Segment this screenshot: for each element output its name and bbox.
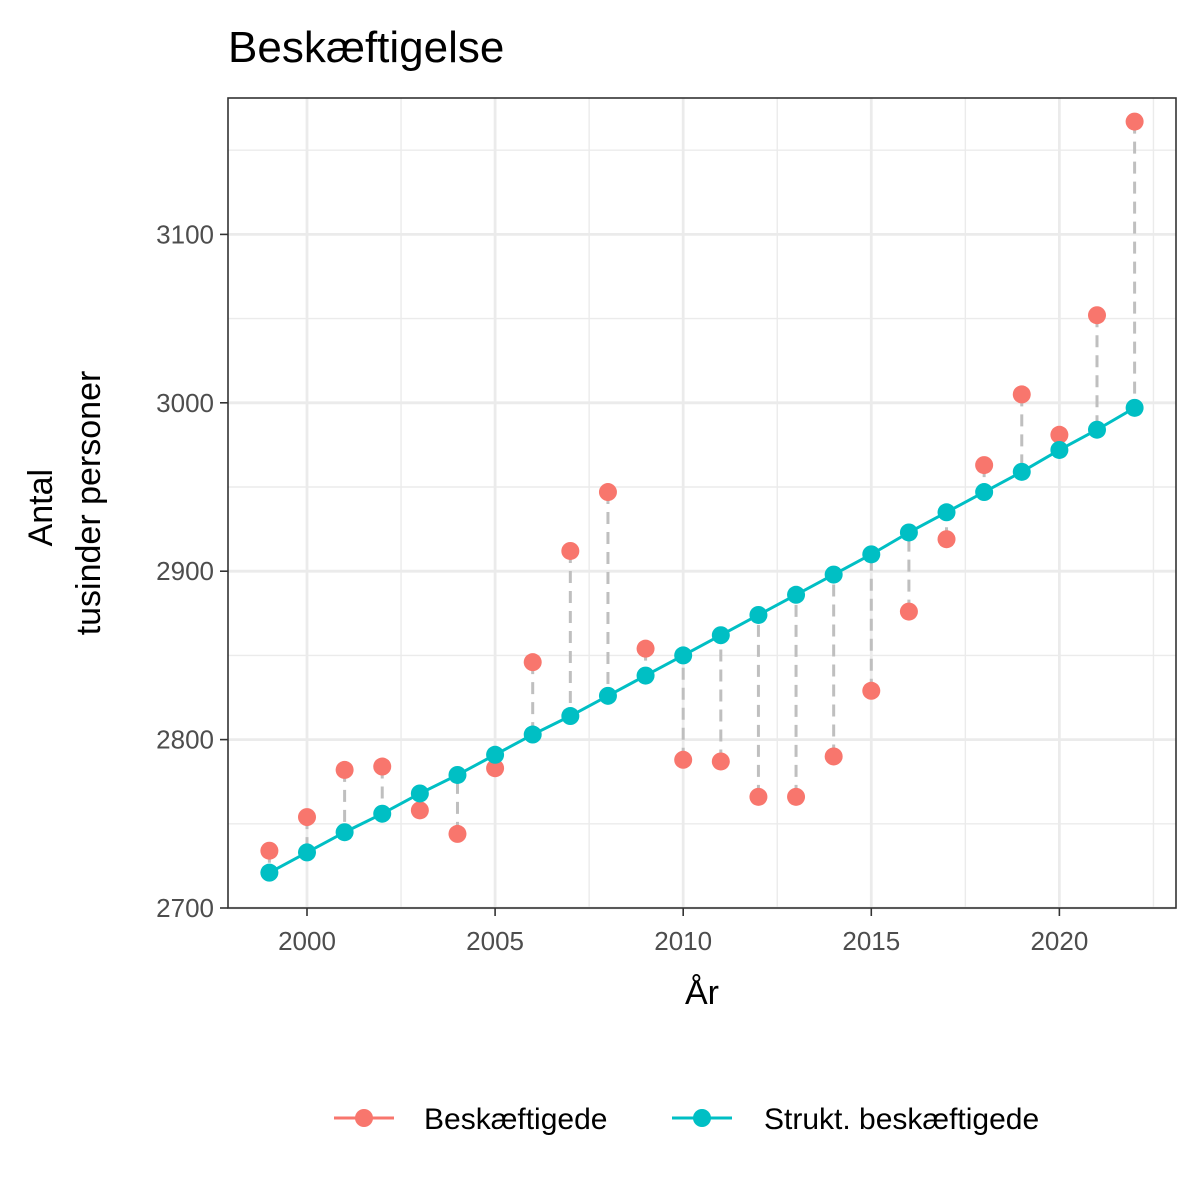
data-point <box>1125 398 1144 417</box>
chart-title: Beskæftigelse <box>228 23 504 72</box>
data-point <box>711 626 730 645</box>
data-point <box>975 483 994 502</box>
data-point <box>561 707 580 726</box>
series-layer <box>260 112 1144 882</box>
data-point <box>260 841 279 860</box>
data-point <box>598 483 617 502</box>
data-point <box>862 545 881 564</box>
y-tick-label: 2800 <box>156 725 214 755</box>
data-point <box>1088 420 1106 439</box>
data-point <box>373 757 392 776</box>
x-tick-label: 2000 <box>278 926 336 956</box>
legend: Beskæftigede Strukt. beskæftigede <box>334 1103 1039 1136</box>
data-point <box>523 653 542 672</box>
series-1 <box>260 112 1144 860</box>
x-tick-label: 2015 <box>842 926 900 956</box>
data-point <box>1050 440 1069 459</box>
y-tick-label: 3000 <box>156 388 214 418</box>
data-point <box>749 787 768 806</box>
gap-lines <box>267 121 1137 873</box>
data-point <box>561 541 580 560</box>
data-point <box>298 843 316 862</box>
data-point <box>824 747 843 766</box>
data-point <box>486 745 505 764</box>
data-point <box>523 725 542 744</box>
data-point <box>335 760 354 779</box>
y-axis-title-line-1: Antal <box>22 469 60 547</box>
legend-item-2: Strukt. beskæftigede <box>672 1103 1039 1136</box>
y-axis-title: Antal tusinder personer <box>22 371 108 636</box>
x-axis: 2000 2005 2010 2015 2020 <box>278 908 1088 956</box>
data-point <box>937 530 956 549</box>
x-tick-label: 2005 <box>466 926 524 956</box>
legend-label: Beskæftigede <box>424 1103 607 1136</box>
legend-key-point <box>693 1109 711 1127</box>
plot-border <box>227 97 1177 909</box>
data-point <box>1050 425 1069 444</box>
data-point <box>862 681 881 700</box>
data-point <box>975 456 994 475</box>
data-point <box>899 523 918 542</box>
y-tick-label: 3100 <box>156 219 214 249</box>
data-point <box>711 752 730 771</box>
data-point <box>1012 385 1031 404</box>
data-point <box>260 863 279 882</box>
data-point <box>674 646 693 665</box>
data-point <box>636 639 655 658</box>
x-axis-title: År <box>685 974 719 1012</box>
data-point <box>598 686 617 705</box>
data-point <box>674 750 693 769</box>
data-point <box>787 585 806 604</box>
data-point <box>410 784 429 803</box>
data-point <box>824 565 843 584</box>
data-point <box>298 808 316 827</box>
data-point <box>787 787 806 806</box>
data-point <box>636 666 655 685</box>
data-point <box>749 605 768 624</box>
legend-item-1: Beskæftigede <box>334 1103 607 1136</box>
grid <box>228 98 1176 910</box>
data-point <box>373 804 392 823</box>
data-point <box>410 801 429 820</box>
data-point <box>335 823 354 842</box>
data-point <box>1088 306 1106 325</box>
x-tick-label: 2020 <box>1030 926 1088 956</box>
data-point <box>1125 112 1144 131</box>
data-point <box>448 824 467 843</box>
y-axis-title-line-2: tusinder personer <box>70 371 108 636</box>
data-point <box>448 765 467 784</box>
y-axis: 2700 2800 2900 3000 3100 <box>156 219 228 923</box>
data-point <box>486 759 505 778</box>
data-point <box>937 503 956 522</box>
plot-background <box>228 98 1176 908</box>
y-tick-label: 2900 <box>156 556 214 586</box>
x-tick-label: 2010 <box>654 926 712 956</box>
data-point <box>1012 462 1031 481</box>
legend-label: Strukt. beskæftigede <box>764 1103 1039 1136</box>
legend-key-point <box>355 1109 373 1127</box>
y-tick-label: 2700 <box>156 893 214 923</box>
series-2 <box>260 398 1144 882</box>
data-point <box>899 602 918 621</box>
